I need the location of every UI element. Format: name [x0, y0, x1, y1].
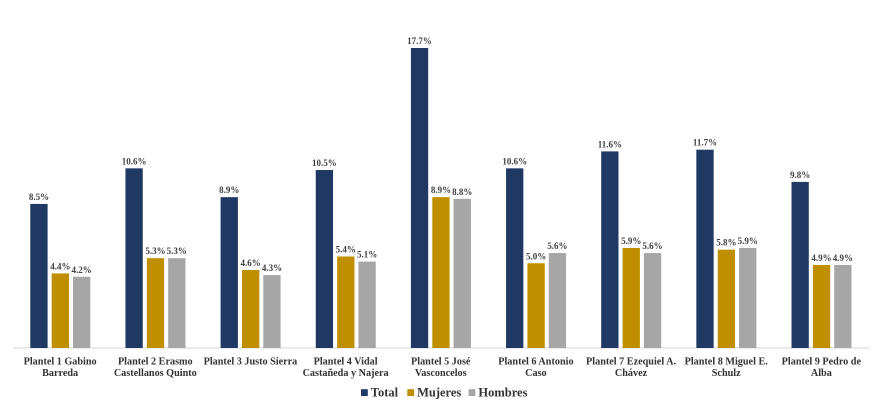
svg-text:17.7%: 17.7% — [407, 36, 432, 46]
svg-text:5.3%: 5.3% — [145, 246, 165, 256]
svg-text:5.1%: 5.1% — [357, 250, 377, 260]
svg-text:4.3%: 4.3% — [262, 263, 282, 273]
svg-text:9.8%: 9.8% — [790, 170, 810, 180]
svg-text:Caso: Caso — [525, 368, 547, 379]
svg-text:5.6%: 5.6% — [547, 241, 567, 251]
svg-text:4.9%: 4.9% — [833, 253, 853, 263]
svg-text:Alba: Alba — [811, 368, 832, 379]
svg-text:Plantel 1 Gabino: Plantel 1 Gabino — [24, 357, 97, 368]
svg-text:11.6%: 11.6% — [598, 139, 622, 149]
svg-text:5.3%: 5.3% — [167, 246, 187, 256]
svg-text:Plantel 3 Justo Sierra: Plantel 3 Justo Sierra — [204, 357, 298, 368]
svg-text:Vasconcelos: Vasconcelos — [415, 368, 467, 379]
svg-text:10.6%: 10.6% — [502, 156, 527, 166]
svg-text:Plantel 2 Erasmo: Plantel 2 Erasmo — [118, 357, 193, 368]
svg-text:Plantel 5 José: Plantel 5 José — [411, 357, 471, 368]
svg-text:Castañeda y Najera: Castañeda y Najera — [303, 368, 389, 379]
svg-text:5.9%: 5.9% — [621, 236, 641, 246]
svg-text:4.2%: 4.2% — [72, 265, 92, 275]
svg-text:4.9%: 4.9% — [811, 253, 831, 263]
svg-text:4.4%: 4.4% — [50, 261, 70, 271]
svg-text:8.8%: 8.8% — [452, 187, 472, 197]
svg-text:5.8%: 5.8% — [716, 238, 736, 248]
svg-text:8.5%: 8.5% — [29, 192, 49, 202]
svg-text:Plantel 6 Antonio: Plantel 6 Antonio — [498, 357, 573, 368]
svg-text:Plantel 9 Pedro de: Plantel 9 Pedro de — [782, 357, 862, 368]
svg-text:10.5%: 10.5% — [312, 158, 337, 168]
svg-text:5.6%: 5.6% — [642, 241, 662, 251]
svg-text:11.7%: 11.7% — [693, 138, 717, 148]
svg-text:4.6%: 4.6% — [241, 258, 261, 268]
svg-text:Barreda: Barreda — [42, 368, 78, 379]
svg-text:Plantel 4 Vidal: Plantel 4 Vidal — [314, 357, 378, 368]
svg-text:8.9%: 8.9% — [431, 185, 451, 195]
svg-text:Chávez: Chávez — [615, 368, 648, 379]
svg-text:Schulz: Schulz — [712, 368, 741, 379]
svg-text:Hombres: Hombres — [478, 386, 527, 400]
svg-text:8.9%: 8.9% — [219, 185, 239, 195]
svg-text:10.6%: 10.6% — [122, 156, 147, 166]
svg-text:Plantel 7 Ezequiel A.: Plantel 7 Ezequiel A. — [586, 357, 676, 368]
svg-text:Total: Total — [371, 386, 399, 400]
svg-text:Mujeres: Mujeres — [417, 386, 461, 400]
svg-text:5.4%: 5.4% — [336, 244, 356, 254]
svg-text:Castellanos Quinto: Castellanos Quinto — [114, 368, 197, 379]
svg-text:5.9%: 5.9% — [738, 236, 758, 246]
svg-text:Plantel 8 Miguel E.: Plantel 8 Miguel E. — [685, 357, 769, 368]
svg-text:5.0%: 5.0% — [526, 251, 546, 261]
